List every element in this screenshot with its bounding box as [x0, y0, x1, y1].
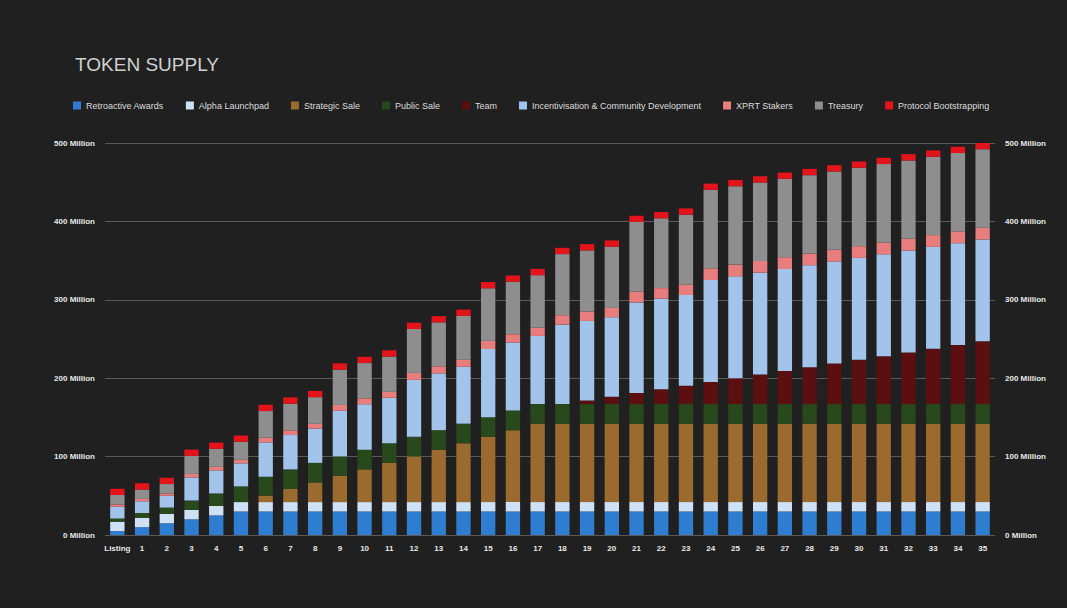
svg-text:17: 17: [533, 544, 542, 553]
svg-text:33: 33: [929, 544, 938, 553]
svg-text:100 Million: 100 Million: [54, 452, 95, 461]
svg-text:18: 18: [558, 544, 567, 553]
svg-text:Treasury: Treasury: [828, 101, 864, 111]
svg-text:5: 5: [239, 544, 244, 553]
svg-text:7: 7: [288, 544, 293, 553]
svg-text:32: 32: [904, 544, 913, 553]
svg-text:9: 9: [338, 544, 343, 553]
svg-text:16: 16: [508, 544, 517, 553]
svg-text:11: 11: [385, 544, 394, 553]
svg-text:0 Million: 0 Million: [63, 531, 95, 540]
svg-text:26: 26: [756, 544, 765, 553]
svg-text:Incentivisation & Community De: Incentivisation & Community Development: [532, 101, 702, 111]
svg-text:400 Million: 400 Million: [54, 217, 95, 226]
svg-text:27: 27: [780, 544, 789, 553]
svg-text:24: 24: [706, 544, 715, 553]
svg-text:400 Million: 400 Million: [1005, 217, 1046, 226]
svg-text:200 Million: 200 Million: [54, 374, 95, 383]
svg-text:300 Million: 300 Million: [54, 295, 95, 304]
svg-text:22: 22: [657, 544, 666, 553]
svg-text:Public Sale: Public Sale: [395, 101, 440, 111]
svg-text:100 Million: 100 Million: [1005, 452, 1046, 461]
svg-text:Listing: Listing: [104, 544, 130, 553]
svg-text:8: 8: [313, 544, 318, 553]
svg-text:21: 21: [632, 544, 641, 553]
svg-text:0 Million: 0 Million: [1005, 531, 1037, 540]
svg-text:12: 12: [410, 544, 419, 553]
svg-text:Alpha Launchpad: Alpha Launchpad: [199, 101, 269, 111]
svg-text:23: 23: [682, 544, 691, 553]
svg-text:28: 28: [805, 544, 814, 553]
svg-text:Strategic Sale: Strategic Sale: [304, 101, 360, 111]
svg-text:10: 10: [360, 544, 369, 553]
svg-text:Retroactive Awards: Retroactive Awards: [86, 101, 164, 111]
svg-text:500 Million: 500 Million: [1005, 139, 1046, 148]
svg-text:30: 30: [855, 544, 864, 553]
svg-text:2: 2: [165, 544, 170, 553]
svg-text:25: 25: [731, 544, 740, 553]
svg-text:Protocol Bootstrapping: Protocol Bootstrapping: [898, 101, 989, 111]
svg-text:19: 19: [583, 544, 592, 553]
svg-text:34: 34: [953, 544, 962, 553]
svg-text:35: 35: [978, 544, 987, 553]
svg-text:29: 29: [830, 544, 839, 553]
svg-text:500 Million: 500 Million: [54, 139, 95, 148]
svg-text:XPRT Stakers: XPRT Stakers: [736, 101, 793, 111]
svg-text:14: 14: [459, 544, 468, 553]
svg-text:20: 20: [607, 544, 616, 553]
svg-text:200 Million: 200 Million: [1005, 374, 1046, 383]
svg-text:3: 3: [189, 544, 194, 553]
svg-text:1: 1: [140, 544, 145, 553]
svg-text:6: 6: [263, 544, 268, 553]
svg-text:TOKEN SUPPLY: TOKEN SUPPLY: [75, 54, 219, 75]
svg-text:13: 13: [434, 544, 443, 553]
svg-text:15: 15: [484, 544, 493, 553]
svg-text:300 Million: 300 Million: [1005, 295, 1046, 304]
svg-text:4: 4: [214, 544, 219, 553]
svg-text:31: 31: [879, 544, 888, 553]
svg-text:Team: Team: [475, 101, 497, 111]
